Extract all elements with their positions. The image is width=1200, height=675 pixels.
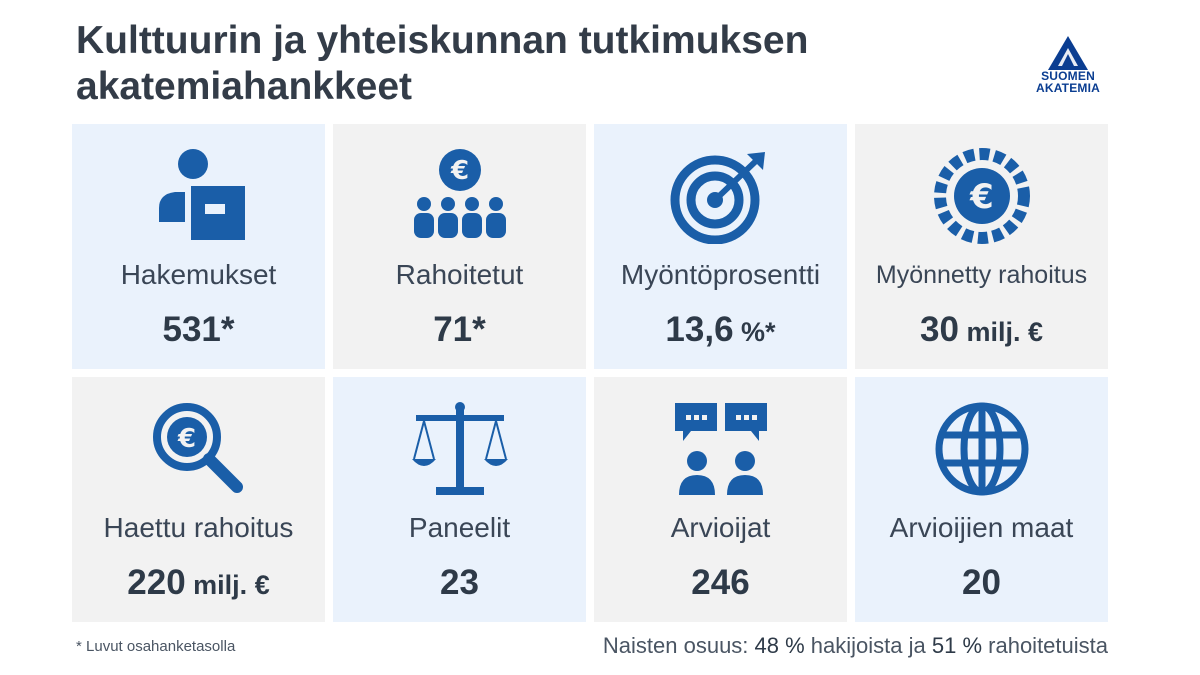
title-line-2: akatemiahankkeet xyxy=(76,65,413,108)
women-applicants-value: 48 % xyxy=(754,633,805,658)
euro-search-icon: € xyxy=(72,397,325,501)
tile-reviewers: Arvioijat 246 xyxy=(594,377,847,622)
tile-value: 13,6 %* xyxy=(594,310,847,352)
value-number: 20 xyxy=(962,563,1001,602)
logo-text-line-1: SUOMEN xyxy=(1041,69,1095,83)
tile-value: 20 xyxy=(855,563,1108,605)
women-share-note: Naisten osuus: 48 % hakijoista ja 51 % r… xyxy=(603,633,1108,659)
value-unit: milj. € xyxy=(958,317,1043,347)
value-number: 246 xyxy=(691,563,750,602)
svg-text:€: € xyxy=(449,156,468,186)
value-number: 531* xyxy=(162,310,235,349)
logo-text-line-2: AKATEMIA xyxy=(1035,81,1101,95)
tile-label: Hakemukset xyxy=(120,259,277,290)
tile-value: 30 milj. € xyxy=(855,310,1108,352)
tile-label: Rahoitetut xyxy=(395,259,524,290)
tile-applied-funding: € Haettu rahoitus 220 milj. € xyxy=(72,377,325,622)
tile-label: Haettu rahoitus xyxy=(103,512,294,543)
women-suffix: rahoitetuista xyxy=(982,633,1108,658)
women-funded-value: 51 % xyxy=(931,633,983,658)
tile-granted-funding: € Myönnetty rahoitus 30 milj. € xyxy=(855,124,1108,369)
euro-coin-icon: € xyxy=(855,144,1108,248)
tile-value: 220 milj. € xyxy=(72,563,325,605)
stats-grid: Hakemukset 531* € Rahoitetut 71* xyxy=(72,124,1108,624)
tile-panels: Paneelit 23 xyxy=(333,377,586,622)
logo-triangle-icon xyxy=(1048,36,1088,70)
page-title: Kulttuurin ja yhteiskunnan tutkimuksen a… xyxy=(76,18,976,110)
value-unit: milj. € xyxy=(185,570,270,600)
tile-label: Arvioijat xyxy=(670,512,771,543)
women-prefix: Naisten osuus: xyxy=(602,633,755,658)
value-number: 220 xyxy=(127,563,186,602)
value-number: 71* xyxy=(433,310,486,349)
title-line-1: Kulttuurin ja yhteiskunnan tutkimuksen xyxy=(76,19,809,62)
reviewers-chat-icon xyxy=(594,397,847,501)
globe-icon xyxy=(855,397,1108,501)
tile-reviewer-countries: Arvioijien maat 20 xyxy=(855,377,1108,622)
tile-value: 23 xyxy=(333,563,586,605)
value-unit: %* xyxy=(733,317,776,347)
tile-label: Myöntöprosentti xyxy=(620,259,821,290)
tile-value: 531* xyxy=(72,310,325,352)
tile-value: 71* xyxy=(333,310,586,352)
funded-group-icon: € xyxy=(333,144,586,248)
tile-applications: Hakemukset 531* xyxy=(72,124,325,369)
value-number: 23 xyxy=(440,563,479,602)
value-number: 30 xyxy=(920,310,959,349)
tile-label: Paneelit xyxy=(408,512,511,543)
tile-label: Myönnetty rahoitus xyxy=(875,261,1088,289)
scales-icon xyxy=(333,397,586,501)
women-middle: hakijoista ja xyxy=(804,633,932,658)
suomen-akatemia-logo: SUOMEN AKATEMIA xyxy=(1030,36,1106,106)
target-icon xyxy=(594,144,847,248)
tile-label: Arvioijien maat xyxy=(889,512,1074,543)
tile-success-rate: Myöntöprosentti 13,6 %* xyxy=(594,124,847,369)
tile-value: 246 xyxy=(594,563,847,605)
svg-text:€: € xyxy=(969,177,994,217)
footnote: * Luvut osahanketasolla xyxy=(76,638,236,655)
svg-text:€: € xyxy=(176,424,195,454)
tile-funded: € Rahoitetut 71* xyxy=(333,124,586,369)
value-number: 13,6 xyxy=(665,310,734,349)
applicant-icon xyxy=(72,144,325,248)
